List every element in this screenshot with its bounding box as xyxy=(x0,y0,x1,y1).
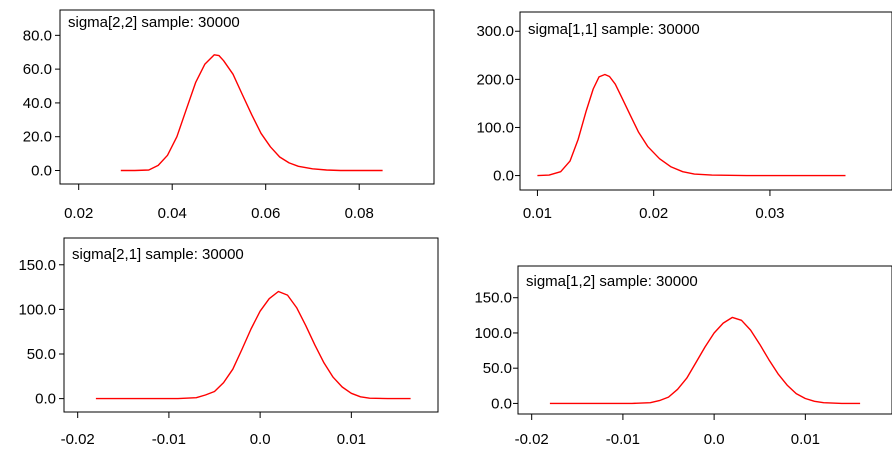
x-tick-label: 0.04 xyxy=(158,205,187,222)
x-tick-label: 0.02 xyxy=(639,205,668,222)
density-curve xyxy=(95,290,411,400)
y-tick-label: 100.0 xyxy=(18,301,56,318)
chart-svg-sigma-1-1: sigma[1,1] sample: 30000 0.0 100.0 200.0 30… xyxy=(476,11,892,222)
x-tick-label: 0.01 xyxy=(791,431,820,448)
y-tick-label: 40.0 xyxy=(23,95,52,112)
y-tick-label: 100.0 xyxy=(474,325,512,342)
x-tick-label: 0.02 xyxy=(64,205,93,222)
x-tick-label: -0.01 xyxy=(152,431,186,448)
y-tick-label: 0.0 xyxy=(491,395,512,412)
y-tick-label: 150.0 xyxy=(18,257,56,274)
x-tick-label: 0.0 xyxy=(704,431,725,448)
plot-frame xyxy=(59,9,435,185)
density-curve xyxy=(537,73,846,177)
density-curve xyxy=(549,316,861,405)
x-tick-label: -0.02 xyxy=(515,431,549,448)
chart-svg-sigma-2-1: sigma[2,1] sample: 30000 0.0 50.0 100.0 150… xyxy=(18,237,439,448)
y-tick-label: 100.0 xyxy=(476,119,514,136)
chart-panel-sigma-1-1: sigma[1,1] sample: 30000 0.0 100.0 200.0 30… xyxy=(446,0,892,226)
chart-title-sigma-1-1: sigma[1,1] sample: 30000 xyxy=(528,21,700,38)
x-tick-label: 0.01 xyxy=(337,431,366,448)
y-tick-label: 0.0 xyxy=(493,168,514,185)
y-tick-label: 80.0 xyxy=(23,27,52,44)
x-tick-label: 0.03 xyxy=(755,205,784,222)
x-tick-label: -0.02 xyxy=(61,431,95,448)
density-curve xyxy=(120,54,383,172)
plot-frame xyxy=(63,237,439,413)
plot-frame xyxy=(517,265,892,415)
x-tick-label: 0.06 xyxy=(251,205,280,222)
y-tick-label: 200.0 xyxy=(476,71,514,88)
plot-frame xyxy=(519,11,892,191)
chart-title-sigma-2-1: sigma[2,1] sample: 30000 xyxy=(72,246,244,263)
chart-panel-sigma-1-2: sigma[1,2] sample: 30000 0.0 50.0 100.0 150… xyxy=(446,226,892,452)
y-tick-label: 20.0 xyxy=(23,129,52,146)
y-tick-label: 50.0 xyxy=(483,360,512,377)
x-tick-label: 0.01 xyxy=(523,205,552,222)
y-tick-label: 0.0 xyxy=(31,162,52,179)
y-tick-label: 50.0 xyxy=(27,346,56,363)
y-tick-label: 60.0 xyxy=(23,61,52,78)
chart-panel-sigma-2-1: sigma[2,1] sample: 30000 0.0 50.0 100.0 150… xyxy=(0,226,446,452)
chart-title-sigma-2-2: sigma[2,2] sample: 30000 xyxy=(68,14,240,31)
y-tick-label: 0.0 xyxy=(35,391,56,408)
chart-svg-sigma-1-2: sigma[1,2] sample: 30000 0.0 50.0 100.0 150… xyxy=(474,265,892,448)
chart-title-sigma-1-2: sigma[1,2] sample: 30000 xyxy=(526,273,698,290)
y-tick-label: 150.0 xyxy=(474,290,512,307)
x-tick-label: 0.08 xyxy=(345,205,374,222)
x-tick-label: -0.01 xyxy=(606,431,640,448)
x-tick-label: 0.0 xyxy=(250,431,271,448)
chart-panel-sigma-2-2: sigma[2,2] sample: 30000 0.0 20.0 40.0 60.0… xyxy=(0,0,446,226)
y-tick-label: 300.0 xyxy=(476,23,514,40)
chart-svg-sigma-2-2: sigma[2,2] sample: 30000 0.020.040.060.0… xyxy=(23,9,435,222)
